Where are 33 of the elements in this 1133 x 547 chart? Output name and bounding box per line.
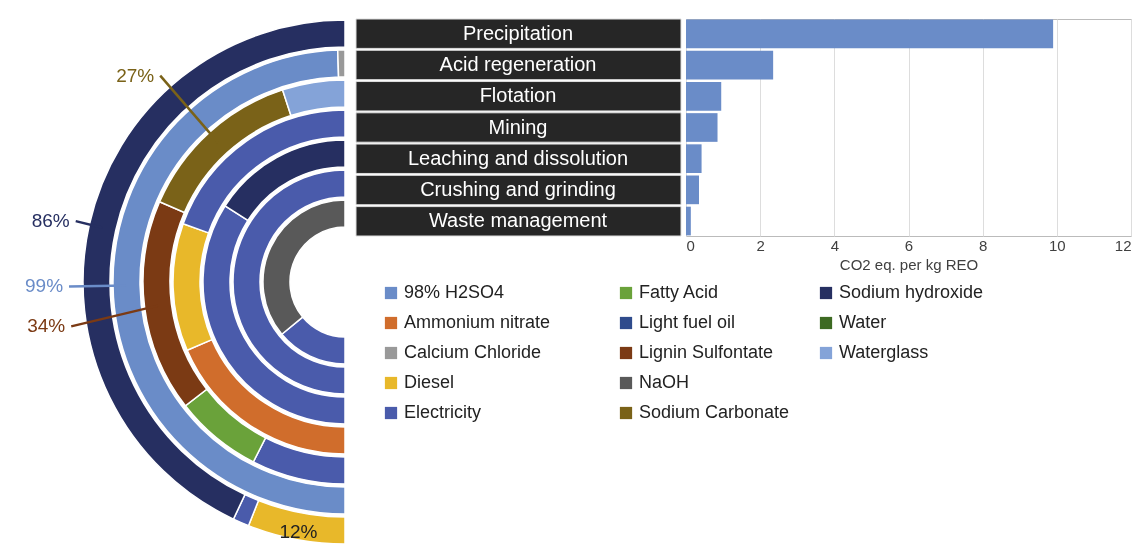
x-tick-label: 2 bbox=[756, 236, 765, 254]
x-tick-label: 10 bbox=[1048, 236, 1066, 254]
data-label: 99% bbox=[25, 275, 64, 297]
y-tick-label: Acid regeneration bbox=[439, 52, 597, 75]
y-tick-label: Mining bbox=[488, 115, 548, 138]
legend-label: Sodium Carbonate bbox=[639, 402, 790, 422]
x-tick-label: 6 bbox=[904, 236, 914, 254]
data-label: 34% bbox=[27, 315, 66, 337]
legend-label: Waterglass bbox=[839, 342, 929, 362]
legend-label: Fatty Acid bbox=[639, 282, 719, 302]
y-tick-label: Leaching and dissolution bbox=[407, 146, 629, 169]
y-tick-label: Waste management bbox=[428, 209, 608, 232]
legend-label: Diesel bbox=[404, 372, 455, 392]
x-axis-title: CO2 eq. per kg REO bbox=[839, 255, 979, 273]
data-label: 27% bbox=[116, 64, 155, 86]
legend-label: Calcium Chloride bbox=[404, 342, 542, 362]
x-tick-label: 12 bbox=[1114, 236, 1132, 254]
legend-label: Light fuel oil bbox=[639, 312, 736, 332]
legend-label: NaOH bbox=[639, 372, 690, 392]
x-tick-label: 4 bbox=[830, 236, 840, 254]
legend-label: Ammonium nitrate bbox=[404, 312, 551, 332]
data-label: 12% bbox=[279, 521, 318, 543]
legend-label: 98% H2SO4 bbox=[404, 282, 505, 302]
x-tick-label: 0 bbox=[686, 236, 695, 254]
legend-label: Electricity bbox=[404, 402, 482, 422]
data-label: 86% bbox=[31, 210, 70, 232]
x-tick-label: 8 bbox=[978, 236, 988, 254]
y-tick-label: Crushing and grinding bbox=[420, 178, 616, 201]
legend-label: Water bbox=[839, 312, 887, 332]
legend-label: Lignin Sulfontate bbox=[639, 342, 774, 362]
y-tick-label: Flotation bbox=[479, 84, 557, 107]
legend-label: Sodium hydroxide bbox=[839, 282, 984, 302]
y-tick-label: Precipitation bbox=[462, 21, 574, 44]
